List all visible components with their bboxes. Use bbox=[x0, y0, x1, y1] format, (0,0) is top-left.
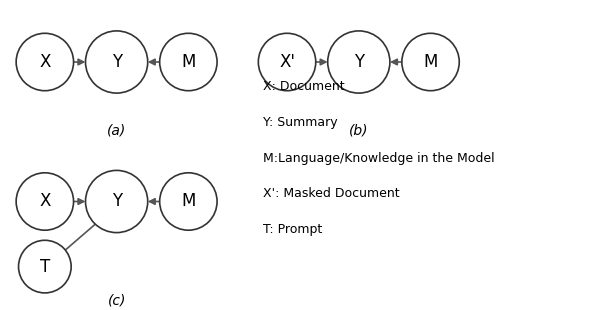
Text: T: Prompt: T: Prompt bbox=[263, 223, 322, 236]
Text: M: M bbox=[181, 53, 196, 71]
Text: X': Masked Document: X': Masked Document bbox=[263, 187, 399, 200]
Text: X': X' bbox=[279, 53, 295, 71]
Ellipse shape bbox=[16, 173, 74, 230]
Ellipse shape bbox=[258, 33, 316, 91]
Text: X: X bbox=[39, 193, 51, 210]
Ellipse shape bbox=[160, 173, 217, 230]
Text: M: M bbox=[181, 193, 196, 210]
Text: Y: Y bbox=[112, 193, 121, 210]
Ellipse shape bbox=[19, 240, 71, 293]
Ellipse shape bbox=[16, 33, 74, 91]
Text: (c): (c) bbox=[108, 294, 126, 308]
Text: T: T bbox=[39, 258, 50, 276]
Text: M:Language/Knowledge in the Model: M:Language/Knowledge in the Model bbox=[263, 152, 495, 165]
Ellipse shape bbox=[86, 31, 148, 93]
Ellipse shape bbox=[402, 33, 459, 91]
Text: X: X bbox=[39, 53, 51, 71]
Text: (a): (a) bbox=[107, 123, 126, 137]
Text: (b): (b) bbox=[349, 123, 368, 137]
Ellipse shape bbox=[160, 33, 217, 91]
Text: X: Document: X: Document bbox=[263, 80, 344, 93]
Ellipse shape bbox=[86, 170, 148, 232]
Text: Y: Y bbox=[112, 53, 121, 71]
Text: M: M bbox=[423, 53, 438, 71]
Text: Y: Summary: Y: Summary bbox=[263, 116, 338, 129]
Ellipse shape bbox=[328, 31, 390, 93]
Text: Y: Y bbox=[354, 53, 364, 71]
